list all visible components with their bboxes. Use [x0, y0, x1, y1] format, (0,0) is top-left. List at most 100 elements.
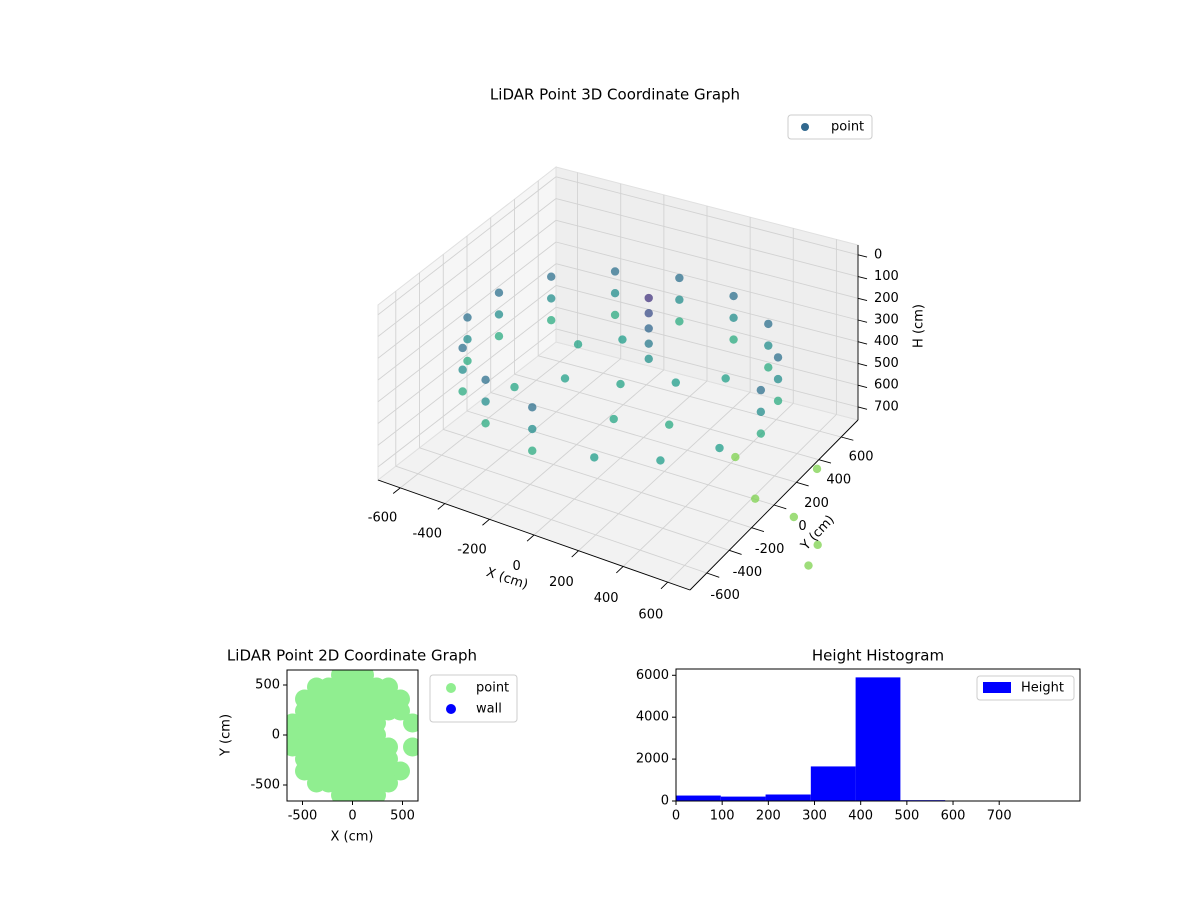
point — [616, 379, 625, 389]
point — [547, 272, 556, 281]
x-tick-label: -200 — [457, 543, 487, 558]
z-tick-label: 700 — [874, 399, 899, 414]
y-tick-label: 6000 — [636, 668, 669, 683]
grid-line — [555, 241, 859, 321]
x-tick — [660, 581, 669, 590]
x-tick-label: 500 — [894, 809, 919, 824]
x-tick-label: 300 — [802, 809, 827, 824]
z-tick-label: 500 — [874, 356, 899, 371]
y-tick-label: -600 — [710, 588, 740, 603]
x-tick — [482, 518, 490, 526]
grid-line — [490, 392, 797, 483]
point — [715, 443, 724, 453]
grid-line — [555, 219, 859, 299]
y-axis-label: Y (cm) — [219, 714, 234, 757]
point — [547, 294, 556, 303]
point — [764, 341, 773, 350]
grid-line — [466, 410, 775, 506]
z-tick-label: 600 — [874, 378, 899, 393]
point — [463, 335, 472, 344]
z-tick-label: 300 — [874, 313, 899, 328]
point — [729, 335, 738, 344]
y-tick — [818, 459, 832, 464]
point — [481, 419, 490, 428]
grid-line — [555, 263, 859, 343]
point — [610, 310, 620, 320]
point — [675, 317, 684, 326]
point — [812, 464, 822, 474]
x-tick-label: 200 — [756, 809, 781, 824]
point — [665, 420, 674, 429]
point — [804, 561, 813, 570]
point — [528, 403, 537, 412]
x-tick-label: 700 — [987, 809, 1012, 824]
legend-box — [787, 114, 873, 140]
point — [560, 374, 570, 383]
bar — [810, 766, 856, 801]
x-tick — [437, 503, 446, 510]
grid-line — [377, 219, 557, 359]
x-tick-label: -500 — [288, 809, 318, 824]
grid-line — [377, 328, 557, 468]
legend-label: Height — [1021, 681, 1064, 696]
point — [403, 713, 418, 733]
grid-line — [377, 285, 557, 424]
x-tick-label: 600 — [941, 809, 966, 824]
y-tick-label: -200 — [755, 542, 785, 557]
point — [764, 319, 773, 329]
grid-line — [555, 306, 859, 386]
y-tick-label: 4000 — [636, 710, 669, 725]
point — [656, 456, 665, 465]
grid-line — [514, 373, 819, 461]
bar — [765, 794, 811, 801]
point — [494, 310, 504, 319]
point — [590, 453, 599, 462]
legend-label: point — [476, 681, 509, 696]
point — [644, 339, 653, 348]
point — [644, 309, 653, 318]
point — [756, 429, 766, 438]
point — [813, 540, 822, 550]
grid-line — [555, 176, 859, 256]
point — [721, 374, 730, 383]
z-tick — [857, 319, 868, 323]
point — [773, 374, 783, 384]
point — [528, 424, 537, 434]
y-tick — [751, 527, 765, 533]
point — [609, 414, 618, 424]
z-tick — [857, 254, 868, 258]
y-tick-label: 200 — [804, 496, 829, 511]
chart-title: LiDAR Point 2D Coordinate Graph — [227, 647, 477, 665]
y-tick — [729, 549, 742, 555]
legend-marker — [446, 704, 456, 714]
y-tick-label: 0 — [661, 794, 669, 809]
legend-label: point — [831, 120, 864, 135]
legend-swatch — [983, 682, 1011, 693]
point — [773, 396, 783, 406]
x-tick — [616, 566, 624, 574]
x-tick — [526, 534, 535, 542]
x-tick-label: 400 — [594, 591, 619, 606]
point — [618, 335, 627, 344]
z-tick — [857, 363, 868, 367]
legend-marker — [446, 683, 456, 693]
point — [463, 313, 472, 322]
x-tick-label: 600 — [638, 607, 663, 622]
z-tick-label: 0 — [874, 247, 882, 262]
grid-line — [395, 465, 707, 574]
x-tick-label: -400 — [413, 527, 443, 542]
point — [573, 340, 583, 349]
point — [644, 324, 653, 333]
z-tick-label: 400 — [874, 334, 899, 349]
plot-area — [287, 670, 418, 801]
point — [458, 343, 467, 353]
y-tick-label: -400 — [733, 565, 763, 580]
point — [610, 289, 620, 298]
z-tick-label: 200 — [874, 291, 899, 306]
bar — [676, 795, 721, 801]
bar — [855, 677, 901, 801]
bar — [720, 796, 766, 801]
chart-title: LiDAR Point 3D Coordinate Graph — [490, 86, 740, 104]
